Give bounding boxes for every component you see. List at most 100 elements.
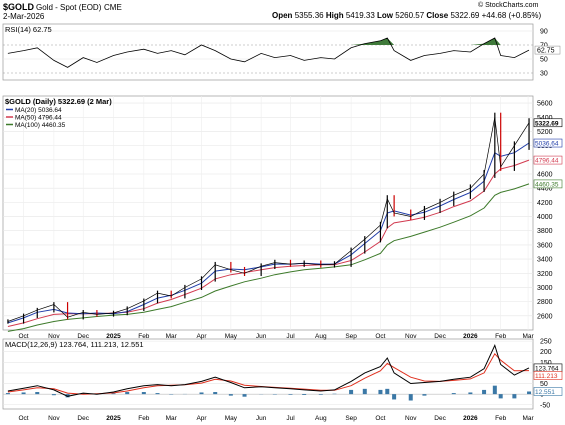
price-right-label: 4796.44 <box>535 158 559 165</box>
price-x-tick-label: Jul <box>286 333 295 340</box>
macd-x-tick-label: Aug <box>315 415 327 422</box>
macd-x-tick-label: Dec <box>434 415 446 422</box>
macd-hist-bar <box>318 394 323 395</box>
macd-x-tick-label: Mar <box>166 415 178 422</box>
macd-hist-bar <box>213 392 218 395</box>
macd-x-tick-label: Feb <box>138 415 150 422</box>
price-right-box <box>533 155 563 165</box>
price-x-tick-label: Mar <box>522 333 534 340</box>
low-label: Low <box>377 11 394 20</box>
price-tick-label: 4600 <box>537 172 553 179</box>
macd-tick-label: -50 <box>540 402 550 409</box>
price-tick-label: 3600 <box>537 242 553 249</box>
macd-hist-bar <box>408 394 413 401</box>
watermark: © StockCharts.com <box>478 2 539 9</box>
price-x-tick-label: Jun <box>256 333 267 340</box>
ohlc-bar: Open 5355.36 High 5419.33 Low 5260.57 Cl… <box>272 11 541 20</box>
price-x-tick-label: Aug <box>315 333 327 340</box>
rsi-tick-label: 90 <box>540 29 548 36</box>
macd-x-tick-label: 2025 <box>106 415 121 422</box>
macd-hist-bar <box>451 393 456 395</box>
macd-x-tick-label: Jul <box>286 415 295 422</box>
macd-hist-bar <box>35 392 40 395</box>
macd-x-tick-label: May <box>225 415 238 422</box>
macd-x-tick-label: Oct <box>19 415 29 422</box>
macd-hist-bar <box>21 392 26 395</box>
price-tick-label: 5400 <box>537 115 553 122</box>
price-x-tick-label: Oct <box>19 333 29 340</box>
price-x-tick-label: Apr <box>196 333 207 340</box>
macd-x-tick-label: Jun <box>256 415 267 422</box>
macd-hist-bar <box>5 393 10 395</box>
close-value: 5322.69 <box>450 11 480 20</box>
macd-hist-bar <box>111 393 116 395</box>
price-tick-label: 3400 <box>537 257 553 264</box>
price-x-axis: Oct Nov Dec 2025 Feb Mar Apr May Jun Jul Aug Sep Oct… <box>19 333 535 340</box>
macd-right-label: 123.764 <box>535 365 559 372</box>
macd-tick-label: 150 <box>540 360 552 367</box>
price-x-tick-label: Nov <box>405 333 417 340</box>
macd-right-box <box>533 387 563 396</box>
price-right-box <box>533 138 563 148</box>
price-x-tick-label: Sep <box>345 333 357 340</box>
macd-hist-bar <box>482 389 487 395</box>
macd-x-tick-label: Feb <box>495 415 507 422</box>
macd-hist-bar <box>81 393 86 395</box>
macd-hist-bar <box>362 388 367 395</box>
change-value: +44.68 (+0.85%) <box>481 11 542 20</box>
rsi-legend: RSI(14) 62.75 <box>5 25 52 34</box>
macd-hist-bar <box>125 392 130 395</box>
open-label: Open <box>272 11 293 20</box>
macd-x-tick-label: Nov <box>405 415 417 422</box>
macd-hist-bar <box>422 394 427 396</box>
price-tick-label: 5600 <box>537 101 553 108</box>
symbol: $GOLD <box>3 2 35 12</box>
date-label: 2-Mar-2026 <box>3 12 45 21</box>
macd-hist-bar <box>512 394 517 399</box>
rsi-line <box>7 37 530 68</box>
close-label: Close <box>426 11 449 20</box>
price-x-tick-label: Feb <box>138 333 150 340</box>
price-tick-label: 4000 <box>537 214 553 221</box>
macd-right-label: 111.213 <box>535 373 558 380</box>
macd-x-tick-label: Dec <box>77 415 89 422</box>
ma20-line <box>7 142 530 324</box>
price-tick-label: 3200 <box>537 271 553 278</box>
macd-hist-bar <box>385 388 390 395</box>
high-label: High <box>325 11 344 20</box>
macd-x-tick-label: Mar <box>522 415 534 422</box>
price-x-tick-label: Oct <box>375 333 385 340</box>
macd-hist-bar <box>498 394 503 399</box>
rsi-panel: RSI(14) 62.75 9070503062.75 <box>2 23 561 81</box>
macd-tick-label: 250 <box>540 339 552 346</box>
macd-hist-bar <box>492 385 497 395</box>
price-right-box <box>533 118 563 128</box>
price-x-tick-label: Mar <box>166 333 178 340</box>
rsi-tick-label: 30 <box>540 71 548 78</box>
price-line <box>7 117 530 322</box>
price-right-box <box>533 179 563 189</box>
macd-hist-bar <box>155 393 160 395</box>
macd-x-tick-label: Oct <box>375 415 385 422</box>
macd-x-tick-label: Nov <box>48 415 60 422</box>
macd-panel: MACD(12,26,9) 123.764, 111.213, 12.551 2… <box>2 339 563 410</box>
legend-entry: MA(20) 5036.64 <box>15 107 62 114</box>
rsi-current-box <box>534 45 561 55</box>
macd-right-label: 12.551 <box>535 389 555 396</box>
price-x-tick-label: Dec <box>434 333 446 340</box>
price-right-label: 4460.35 <box>535 181 559 188</box>
price-tick-label: 3800 <box>537 228 553 235</box>
macd-tick-label: 200 <box>540 349 552 356</box>
instrument-name: Gold - Spot (EOD) <box>36 3 102 12</box>
price-tick-label: 2800 <box>537 299 553 306</box>
macd-x-tick-label: Sep <box>345 415 357 422</box>
rsi-tick-label: 50 <box>540 57 548 64</box>
macd-hist-bar <box>302 394 307 395</box>
price-title: $GOLD (Daily) 5322.69 (2 Mar) <box>5 97 112 106</box>
price-panel: $GOLD (Daily) 5322.69 (2 Mar) MA(20) 503… <box>2 95 563 332</box>
macd-hist-bar <box>242 394 247 397</box>
price-x-tick-label: Nov <box>48 333 60 340</box>
legend-entry: MA(50) 4796.44 <box>15 115 62 122</box>
macd-hist-bar <box>378 389 383 395</box>
